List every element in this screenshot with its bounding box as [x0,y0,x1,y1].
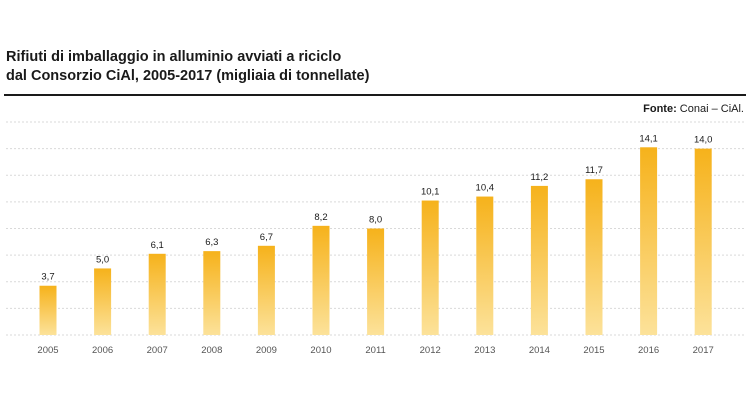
bar-2010 [312,225,330,335]
bar-2011 [367,228,385,335]
bar-2005 [39,285,57,335]
value-labels: 3,7 5,0 6,1 6,3 6,7 8,2 8,0 10,1 10,4 11,2 11,7 14,… [41,133,712,282]
value-label-2012: 10,1 [421,187,440,198]
x-tick-label-2006: 2006 [92,345,113,356]
value-label-2010: 8,2 [314,212,327,223]
source-label: Fonte: [643,103,677,115]
source-note: Fonte: Conai – CiAl. [643,103,744,115]
bars [39,147,712,335]
value-label-2014: 11,2 [531,172,549,183]
bar-2008 [203,251,221,335]
x-tick-label-2017: 2017 [693,345,714,356]
x-tick-label-2012: 2012 [420,345,441,356]
value-label-2009: 6,7 [260,232,273,243]
source-value: Conai – CiAl. [679,103,744,115]
bar-2014 [530,185,548,335]
chart-title: Rifiuti di imballaggio in alluminio avvi… [6,48,606,86]
value-label-2008: 6,3 [205,237,218,248]
bar-2015 [585,179,603,335]
bar-2007 [148,253,166,335]
x-axis-ticks: 2005 2006 2007 2008 2009 2010 2011 2012 2013 2014… [37,345,713,356]
title-divider [4,94,746,96]
bar-2006 [94,268,112,335]
value-label-2017: 14,0 [694,135,713,146]
x-tick-label-2010: 2010 [310,345,331,356]
chart-title-line-1: Rifiuti di imballaggio in alluminio avvi… [6,49,342,65]
bar-2012 [421,200,439,335]
bar-2013 [476,196,494,335]
x-tick-label-2013: 2013 [474,345,495,356]
x-tick-label-2009: 2009 [256,345,277,356]
value-label-2016: 14,1 [639,133,658,144]
x-tick-label-2015: 2015 [583,345,604,356]
x-tick-label-2005: 2005 [37,345,58,356]
x-tick-label-2011: 2011 [365,345,385,356]
value-label-2006: 5,0 [96,254,109,265]
bar-2016 [640,147,658,335]
bar-2009 [257,245,275,335]
value-label-2011: 8,0 [369,215,382,226]
value-label-2005: 3,7 [41,272,54,283]
x-tick-label-2007: 2007 [147,345,168,356]
x-tick-label-2016: 2016 [638,345,659,356]
value-label-2013: 10,4 [476,183,495,194]
x-tick-label-2008: 2008 [201,345,222,356]
value-label-2015: 11,7 [585,165,603,176]
bar-2017 [694,148,712,335]
chart-title-line-2: dal Consorzio CiAl, 2005-2017 (migliaia … [6,68,370,84]
x-tick-label-2014: 2014 [529,345,550,356]
value-label-2007: 6,1 [151,240,164,251]
